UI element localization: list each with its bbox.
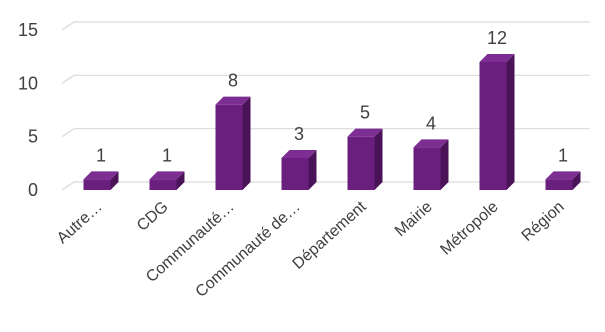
bar [281,150,317,190]
data-label: 4 [426,113,436,133]
bar [149,171,185,190]
gridline [61,74,590,84]
x-tick-label: Région [519,198,568,245]
gridline [61,128,590,138]
data-label: 5 [360,103,370,123]
x-tick-label: CDG [134,198,172,234]
bar-front [149,179,177,190]
bar-side [242,96,251,190]
y-tick-label: 0 [28,180,38,200]
x-tick-label: Métropole [437,198,501,258]
y-tick-labels: 0 5 10 15 [18,20,38,200]
data-label: 12 [487,28,507,48]
bar-side [374,128,383,190]
bar-top [281,150,317,158]
x-tick-label: Autre… [54,198,106,247]
bars [83,54,581,190]
bar-side [572,171,581,190]
bar-front [479,62,507,190]
bar-side [440,139,449,190]
data-label: 1 [558,145,568,165]
data-label: 3 [294,124,304,144]
bar-front [281,158,309,190]
bar-side [176,171,185,190]
bar-side [308,150,317,190]
bar [215,96,251,190]
bar [413,139,449,190]
bar-front [215,104,243,190]
bar-front [83,179,111,190]
gridline [61,21,590,31]
bar-front [347,136,375,190]
bar-top [149,171,185,180]
bar-top [215,96,251,105]
bar-side [110,171,119,190]
bar [479,54,515,190]
bar [83,171,119,190]
bar [545,171,581,190]
bar-front [413,147,441,190]
y-tick-label: 5 [28,127,38,147]
y-tick-label: 15 [18,20,38,40]
data-label: 8 [228,71,238,91]
data-label: 1 [162,145,172,165]
bar-side [506,54,515,190]
bar-front [545,179,573,190]
x-tick-label: Mairie [392,198,436,240]
data-labels: 1 1 8 3 5 4 12 1 [96,28,568,165]
bar-top [83,171,119,180]
bar-top [413,139,449,148]
bar-top [545,171,581,180]
bar-top [479,54,515,62]
bar [347,128,383,190]
y-tick-label: 10 [18,73,38,93]
data-label: 1 [96,145,106,165]
bar-top [347,128,383,137]
